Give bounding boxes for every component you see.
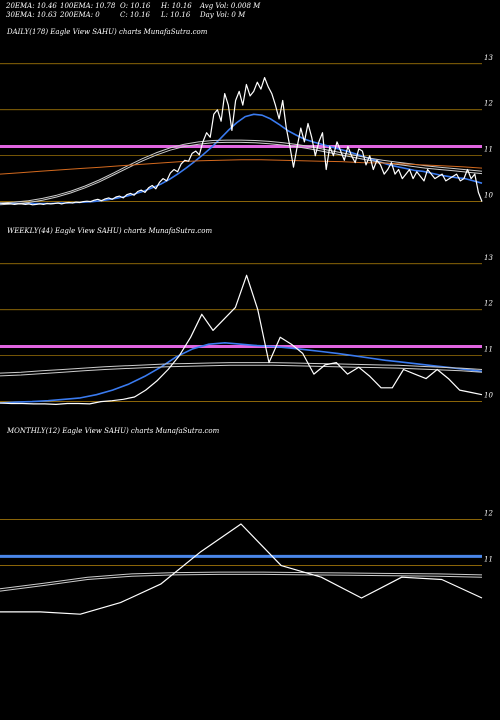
weekly-chart-title: WEEKLY(44) Eagle View SAHU) charts Munaf… — [7, 227, 213, 235]
low-label: L: 10.16 — [161, 11, 191, 19]
monthly-ema-slow-line — [0, 571, 483, 590]
daily-y-tick-label: 10 — [484, 192, 493, 200]
avg-vol-label: Avg Vol: 0.008 M — [200, 2, 261, 10]
day-vol-label: Day Vol: 0 M — [200, 11, 246, 19]
high-label: H: 10.16 — [161, 2, 192, 10]
daily-y-tick-label: 13 — [484, 54, 493, 62]
monthly-chart: 12 11 — [0, 509, 493, 615]
weekly-ema-slow-line — [0, 362, 483, 374]
daily-price-line — [0, 76, 483, 206]
weekly-y-tick-label: 11 — [484, 346, 493, 354]
ema100-label: 100EMA: 10.78 — [60, 2, 116, 10]
monthly-y-tick-label: 11 — [484, 556, 493, 564]
daily-chart: 13 12 11 10 — [0, 54, 493, 206]
daily-chart-title: DAILY(178) Eagle View SAHU) charts Munaf… — [7, 28, 208, 36]
daily-ema-long-line — [0, 159, 483, 175]
weekly-price-line — [0, 274, 483, 405]
weekly-y-tick-label: 12 — [484, 300, 493, 308]
ema20-label: 20EMA: 10.46 — [6, 2, 57, 10]
ema30-label: 30EMA: 10.63 — [6, 11, 57, 19]
ema200-label: 200EMA: 0 — [60, 11, 100, 19]
daily-ema-slow2-line — [0, 141, 483, 206]
weekly-ema-slow2-line — [0, 364, 483, 377]
weekly-chart: 13 12 11 10 — [0, 254, 493, 405]
daily-y-tick-label: 11 — [484, 146, 493, 154]
daily-ema-slow-line — [0, 139, 483, 204]
monthly-ema-slow2-line — [0, 573, 483, 592]
close-label: C: 10.16 — [120, 11, 150, 19]
monthly-y-tick-label: 12 — [484, 509, 493, 517]
monthly-price-line — [0, 523, 483, 615]
weekly-y-tick-label: 13 — [484, 254, 493, 262]
weekly-ema-fast-line — [0, 342, 483, 404]
weekly-y-tick-label: 10 — [484, 392, 493, 400]
monthly-chart-title: MONTHLY(12) Eagle View SAHU) charts Muna… — [7, 427, 220, 435]
open-label: O: 10.16 — [120, 2, 151, 10]
daily-y-tick-label: 12 — [484, 100, 493, 108]
